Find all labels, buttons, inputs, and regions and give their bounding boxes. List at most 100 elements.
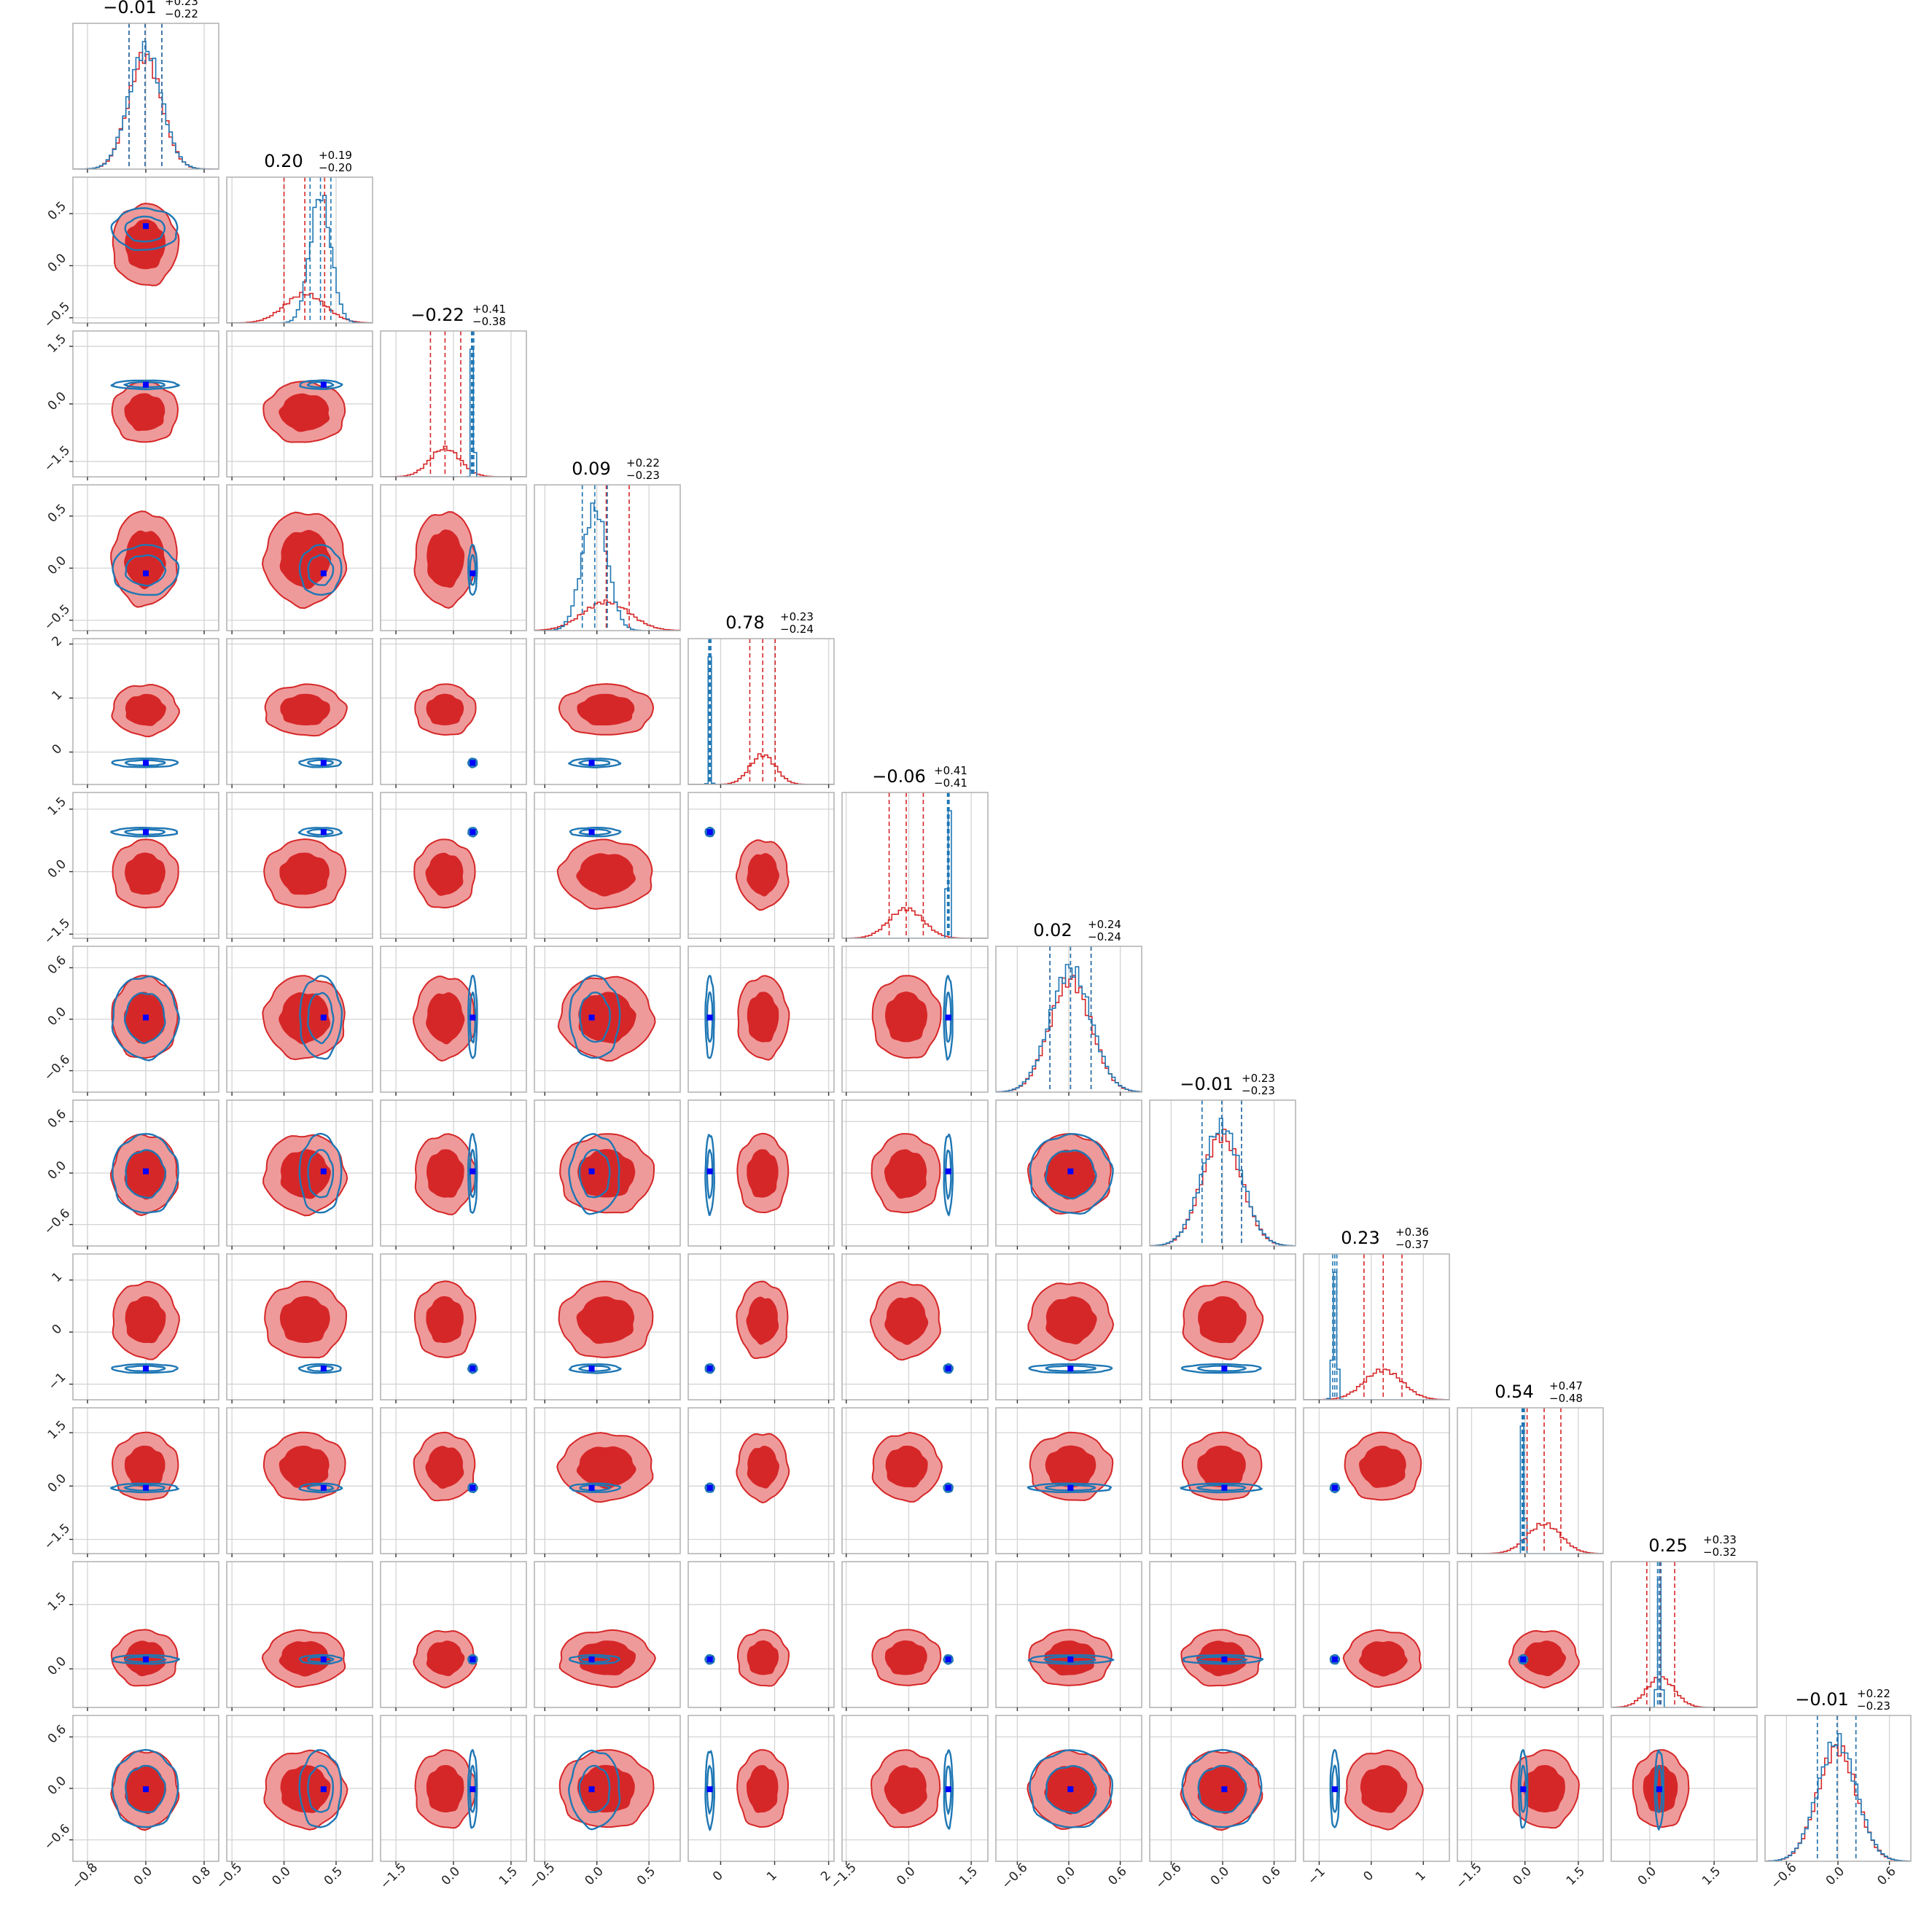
x-tick-label: −1.5 xyxy=(378,1861,409,1892)
marginal-title-minus: −0.22 xyxy=(165,7,198,20)
panel-11-8: −1 0 1 xyxy=(1303,1715,1450,1888)
x-tick-label: −0.8 xyxy=(69,1861,101,1892)
marginal-title: −0.01 xyxy=(1795,1689,1849,1710)
panel-frame xyxy=(1610,1715,1758,1862)
marginal-title-plus: +0.47 xyxy=(1549,1379,1583,1392)
y-tick-label: 0.5 xyxy=(45,199,69,223)
truth-marker xyxy=(706,1014,713,1021)
blue-contour xyxy=(306,828,334,836)
panel-3-2 xyxy=(380,484,527,634)
marginal-title: 0.25 xyxy=(1648,1535,1687,1556)
marginal-title-plus: +0.41 xyxy=(472,303,506,316)
truth-marker xyxy=(945,1484,951,1491)
marginal-title-minus: −0.32 xyxy=(1703,1546,1737,1559)
blue-contour xyxy=(577,759,611,767)
truth-marker xyxy=(470,1484,476,1491)
x-tick-label: 0.5 xyxy=(322,1864,346,1888)
panel-frame xyxy=(841,1715,989,1862)
truth-marker xyxy=(320,1484,327,1491)
panel-frame xyxy=(226,1407,373,1554)
panel-11-7: −0.6 0.0 0.6 xyxy=(1149,1715,1296,1892)
panel-4-3 xyxy=(534,638,681,788)
panel-frame xyxy=(841,1561,989,1708)
panel-11-10: 0.0 1.5 xyxy=(1610,1715,1758,1888)
y-tick-label: 0.0 xyxy=(45,1471,69,1495)
red-contour-inner xyxy=(279,852,330,895)
blue-contour xyxy=(306,381,335,389)
blue-contour xyxy=(111,1748,179,1828)
blue-contour xyxy=(568,1654,620,1665)
panel-frame xyxy=(226,1715,373,1862)
panel-3-0: −0.5 0.0 0.5 xyxy=(42,484,219,634)
red-histogram xyxy=(842,907,988,938)
blue-contour xyxy=(943,1133,954,1217)
panel-frame xyxy=(534,638,681,785)
blue-contour xyxy=(578,1365,612,1373)
red-contour-inner xyxy=(747,1640,779,1675)
truth-marker xyxy=(588,1484,595,1491)
x-tick-label: 0.0 xyxy=(583,1864,607,1888)
y-tick-label: 1 xyxy=(50,1269,66,1285)
panel-9-0: −1.5 0.0 1.5 xyxy=(42,1407,219,1557)
panel-frame xyxy=(226,1253,373,1401)
y-tick-label: 1.5 xyxy=(45,795,69,819)
panel-11-6: −0.6 0.0 0.6 xyxy=(995,1715,1142,1892)
y-tick-label: −0.6 xyxy=(42,1821,73,1853)
blue-contour xyxy=(467,757,478,768)
marginal-title-minus: −0.24 xyxy=(1088,930,1121,943)
panel-frame xyxy=(534,792,681,939)
y-tick-label: 1 xyxy=(50,688,66,704)
red-contour-inner xyxy=(576,853,636,897)
blue-contour xyxy=(125,1764,166,1813)
x-tick-label: 0 xyxy=(1360,1869,1376,1885)
truth-marker xyxy=(470,829,476,835)
panel-11-11: −0.01 +0.22−0.23 −0.6 0.0 0.6 xyxy=(1764,1687,1912,1892)
truth-marker xyxy=(1331,1656,1338,1663)
y-tick-label: −0.6 xyxy=(42,1206,73,1237)
panel-2-2: −0.22 +0.41−0.38 xyxy=(380,303,527,480)
marginal-title-minus: −0.38 xyxy=(472,315,506,328)
panel-frame xyxy=(1303,1715,1450,1862)
marginal-title: 0.78 xyxy=(725,612,764,633)
blue-contour xyxy=(1654,1749,1665,1831)
red-histogram xyxy=(1457,1522,1603,1554)
blue-contour xyxy=(467,1133,478,1215)
blue-contour xyxy=(943,1749,954,1830)
panel-11-5: −1.5 0.0 1.5 xyxy=(828,1715,989,1892)
panel-9-8 xyxy=(1303,1407,1450,1557)
truth-marker xyxy=(320,381,327,388)
panel-10-2 xyxy=(380,1561,527,1711)
blue-contour xyxy=(1196,1365,1247,1372)
red-contour-inner xyxy=(278,1641,331,1677)
panel-frame xyxy=(688,1715,835,1862)
truth-marker xyxy=(320,760,327,766)
blue-contour xyxy=(1329,1654,1341,1665)
red-contour-inner xyxy=(1359,1641,1408,1677)
y-tick-label: −0.5 xyxy=(42,300,73,331)
truth-marker xyxy=(470,1168,476,1175)
y-tick-label: 0.0 xyxy=(45,1654,69,1678)
marginal-title-plus: +0.36 xyxy=(1395,1226,1429,1239)
truth-marker xyxy=(320,1786,327,1793)
marginal-title-minus: −0.48 xyxy=(1549,1392,1583,1405)
marginal-title-plus: +0.41 xyxy=(934,764,967,777)
blue-contour xyxy=(297,1363,342,1374)
truth-marker xyxy=(945,1014,951,1021)
blue-contour xyxy=(1517,1654,1529,1665)
blue-contour xyxy=(467,975,478,1059)
blue-contour xyxy=(1180,1482,1263,1494)
blue-contour xyxy=(111,757,179,768)
blue-contour xyxy=(1044,1149,1097,1200)
marginal-title: 0.20 xyxy=(264,151,303,171)
red-contour-inner xyxy=(426,1764,464,1812)
blue-contour xyxy=(1182,1654,1264,1665)
blue-contour xyxy=(579,992,611,1043)
truth-marker xyxy=(706,829,713,835)
panel-8-4 xyxy=(688,1253,835,1403)
y-tick-label: 0 xyxy=(50,741,66,757)
panel-frame xyxy=(1303,1253,1450,1401)
red-contour-inner xyxy=(884,992,928,1043)
red-contour-inner xyxy=(1196,1640,1247,1677)
blue-histogram xyxy=(1765,1733,1911,1861)
